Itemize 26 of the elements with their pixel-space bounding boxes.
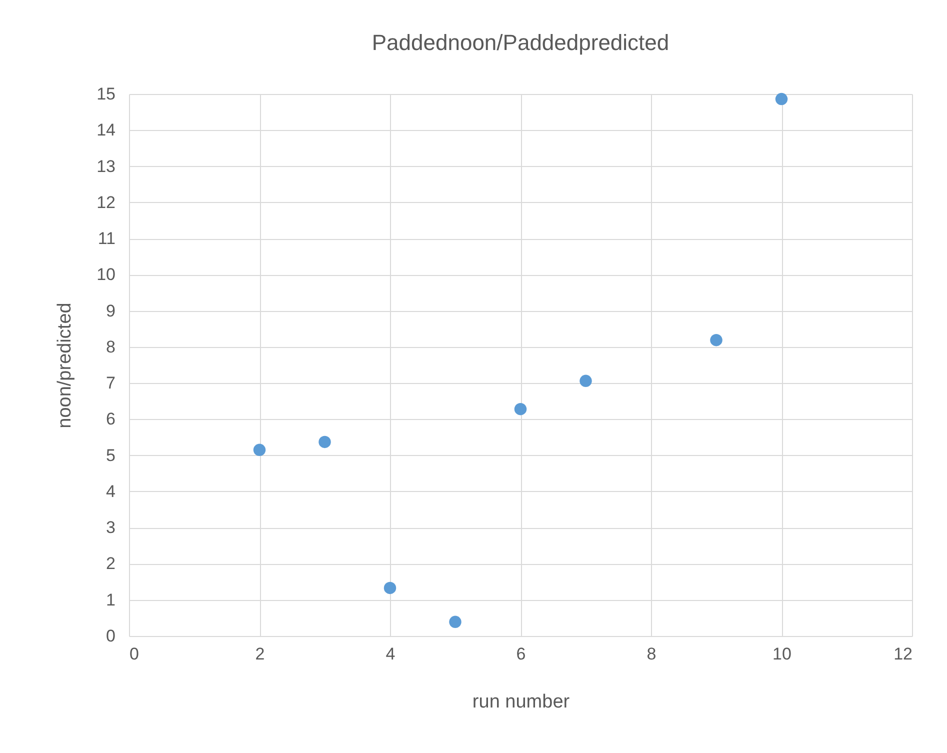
y-tick-label: 8	[106, 337, 116, 356]
x-tick-label: 2	[255, 644, 265, 664]
y-tick-label: 13	[96, 156, 116, 176]
x-tick-label: 4	[386, 644, 396, 664]
x-tick-label: 10	[772, 644, 792, 664]
y-tick-label: 9	[106, 301, 116, 320]
y-tick-label: 11	[98, 229, 116, 248]
y-tick-label: 3	[106, 518, 116, 538]
x-axis-title: run number	[472, 692, 570, 712]
x-tick-label: 0	[130, 644, 139, 664]
y-tick-label: 5	[106, 446, 116, 465]
y-tick-label: 10	[96, 265, 116, 284]
y-tick-label: 7	[106, 374, 116, 393]
y-tick-label: 0	[106, 626, 116, 646]
y-tick-label: 6	[106, 410, 116, 429]
y-tick-label: 14	[96, 120, 116, 140]
y-tick-label: 1	[106, 590, 116, 610]
x-tick-label: 12	[894, 644, 912, 664]
x-tick-label: 8	[646, 644, 656, 664]
x-tick-label: 6	[516, 644, 526, 664]
y-axis-title: noon/predicted	[54, 302, 76, 428]
y-tick-label: 12	[96, 192, 116, 212]
chart-title: Paddednoon/Paddedpredicted	[372, 30, 670, 55]
y-tick-label: 15	[96, 84, 116, 104]
y-tick-label: 4	[106, 482, 116, 501]
y-tick-label: 2	[106, 554, 116, 574]
